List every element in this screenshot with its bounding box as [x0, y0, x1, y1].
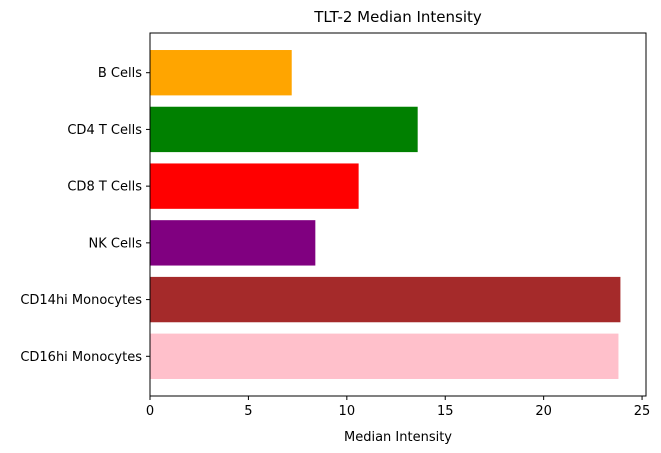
- x-tick-label: 20: [535, 404, 552, 419]
- bars-group: [150, 50, 621, 379]
- x-tick-label: 10: [339, 404, 356, 419]
- x-tick-label: 0: [146, 404, 154, 419]
- y-axis-ticks: B Cells CD4 T Cells CD8 T Cells NK Cells CD1…: [20, 66, 150, 365]
- x-axis-ticks: 0 5 10 15 20 25: [146, 396, 650, 419]
- x-tick-label: 25: [634, 404, 651, 419]
- bar-b-cells: [150, 50, 292, 96]
- y-tick-label: NK Cells: [89, 236, 143, 251]
- y-tick-label: CD16hi Monocytes: [20, 350, 142, 365]
- x-tick-label: 5: [244, 404, 252, 419]
- bar-cd4-t-cells: [150, 106, 418, 153]
- x-axis-label: Median Intensity: [344, 430, 452, 445]
- y-tick-label: CD4 T Cells: [67, 123, 142, 138]
- bar-nk-cells: [150, 220, 316, 266]
- y-tick-label: B Cells: [98, 66, 142, 81]
- chart-title: TLT-2 Median Intensity: [313, 8, 482, 26]
- bar-cd14hi-monocytes: [150, 276, 621, 323]
- bar-cd16hi-monocytes: [150, 333, 619, 379]
- y-tick-label: CD8 T Cells: [67, 180, 142, 195]
- bar-cd8-t-cells: [150, 163, 359, 209]
- y-tick-label: CD14hi Monocytes: [20, 293, 142, 308]
- plot-frame: [149, 32, 647, 397]
- x-tick-label: 15: [437, 404, 454, 419]
